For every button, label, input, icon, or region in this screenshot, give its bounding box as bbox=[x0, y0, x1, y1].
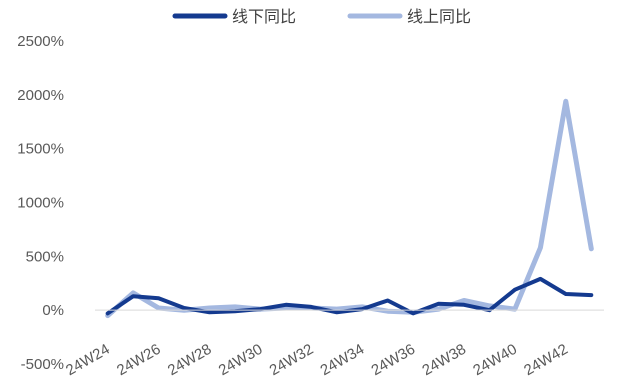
y-tick-label: 0% bbox=[42, 302, 64, 319]
x-tick-label: 24W38 bbox=[419, 341, 469, 379]
legend-label: 线上同比 bbox=[407, 7, 471, 26]
series-layer bbox=[105, 98, 594, 319]
x-tick-label: 24W36 bbox=[368, 341, 418, 379]
x-tick-label: 24W34 bbox=[318, 341, 368, 379]
x-tick-label: 24W28 bbox=[165, 341, 215, 379]
x-tick-label: 24W32 bbox=[267, 341, 317, 379]
y-axis-labels: -500% 0% 500% 1000% 1500% 2000% 2500% bbox=[17, 33, 64, 373]
y-tick-label: 500% bbox=[26, 248, 64, 265]
legend-label: 线下同比 bbox=[232, 7, 296, 26]
y-tick-label: -500% bbox=[21, 356, 64, 373]
x-axis-labels: 24W24 24W26 24W28 24W30 24W32 24W34 24W36 24W38… bbox=[63, 341, 571, 379]
x-tick-label: 24W26 bbox=[114, 341, 164, 379]
y-tick-label: 2500% bbox=[17, 33, 64, 50]
x-tick-label: 24W42 bbox=[521, 341, 571, 379]
y-tick-label: 1000% bbox=[17, 195, 64, 212]
series-line-online bbox=[105, 98, 594, 319]
y-tick-label: 1500% bbox=[17, 141, 64, 158]
y-tick-label: 2000% bbox=[17, 87, 64, 104]
x-tick-label: 24W40 bbox=[470, 341, 520, 379]
x-tick-label: 24W24 bbox=[63, 341, 113, 379]
chart-legend: 线下同比 线上同比 bbox=[172, 7, 471, 26]
series-line-offline bbox=[105, 276, 594, 316]
x-tick-label: 24W30 bbox=[216, 341, 266, 379]
